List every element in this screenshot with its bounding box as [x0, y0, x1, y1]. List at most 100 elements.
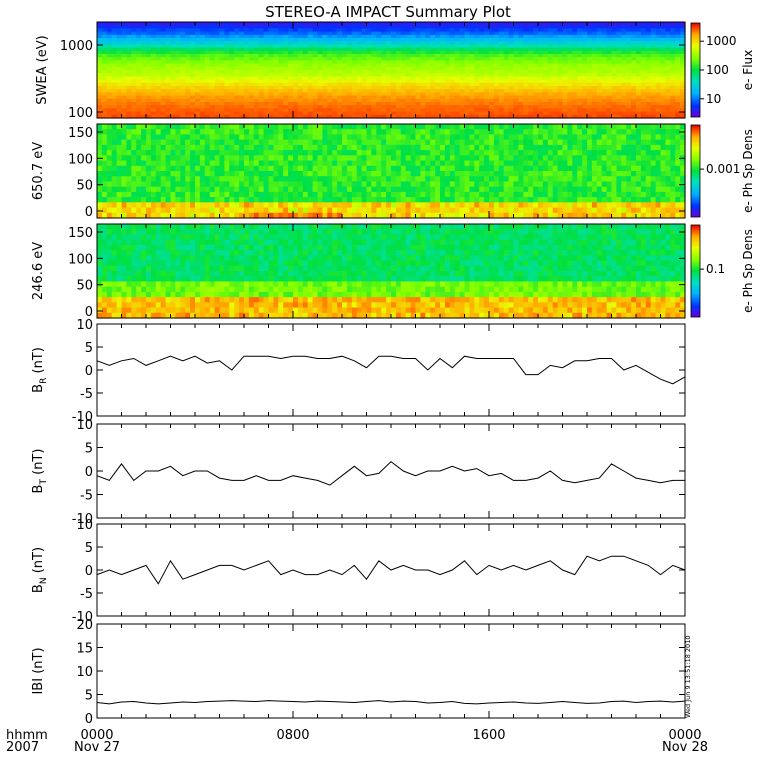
heatmap-cell [175, 176, 181, 182]
heatmap-cell [391, 161, 397, 167]
heatmap-cell [465, 155, 471, 161]
heatmap-cell [474, 166, 480, 172]
heatmap-cell [342, 140, 348, 146]
heatmap-cell [494, 155, 500, 161]
heatmap-cell [489, 176, 495, 182]
heatmap-cell [665, 140, 671, 146]
heatmap-cell [533, 129, 539, 135]
heatmap-cell [185, 161, 191, 167]
heatmap-cell [641, 134, 647, 140]
heatmap-cell [582, 166, 588, 172]
heatmap-cell [548, 145, 554, 151]
heatmap-cell [445, 124, 451, 130]
heatmap-cell [391, 134, 397, 140]
heatmap-cell [401, 124, 407, 130]
heatmap-cell [543, 140, 549, 146]
heatmap-cell [465, 124, 471, 130]
heatmap-cell [612, 150, 618, 156]
heatmap-cell [249, 140, 255, 146]
heatmap-cell [396, 155, 402, 161]
heatmap-cell [455, 140, 461, 146]
heatmap-cell [367, 145, 373, 151]
heatmap-cell [205, 134, 211, 140]
heatmap-cell [327, 134, 333, 140]
heatmap-cell [582, 134, 588, 140]
heatmap-cell [391, 129, 397, 135]
heatmap-cell [445, 150, 451, 156]
heatmap-cell [460, 150, 466, 156]
heatmap-cell [577, 155, 583, 161]
heatmap-cell [675, 124, 681, 130]
heatmap-cell [117, 150, 123, 156]
heatmap-cell [122, 140, 128, 146]
heatmap-cell [670, 140, 676, 146]
heatmap-cell [528, 176, 534, 182]
heatmap-cell [558, 134, 564, 140]
heatmap-cell [352, 150, 358, 156]
heatmap-cell [362, 161, 368, 167]
heatmap-cell [171, 166, 177, 172]
heatmap-cell [435, 176, 441, 182]
heatmap-cell [396, 150, 402, 156]
heatmap-cell [259, 134, 265, 140]
heatmap-cell [567, 161, 573, 167]
heatmap-cell [518, 166, 524, 172]
heatmap-cell [553, 150, 559, 156]
heatmap-cell [205, 166, 211, 172]
heatmap-cell [303, 134, 309, 140]
heatmap-cell [626, 176, 632, 182]
heatmap-cell [509, 155, 514, 161]
heatmap-cell [386, 129, 392, 135]
heatmap-cell [362, 134, 368, 140]
heatmap-cell [332, 166, 338, 172]
heatmap-cell [514, 161, 520, 167]
heatmap-cell [636, 166, 642, 172]
heatmap-cell [455, 145, 461, 151]
heatmap-cell [479, 134, 485, 140]
heatmap-cell [322, 140, 328, 146]
heatmap-cell [602, 150, 608, 156]
heatmap-cell [283, 161, 289, 167]
heatmap-cell [538, 150, 544, 156]
heatmap-cell [420, 129, 426, 135]
heatmap-cell [234, 124, 240, 130]
heatmap-cell [112, 134, 118, 140]
heatmap-cell [518, 145, 524, 151]
heatmap-cell [572, 134, 578, 140]
heatmap-cell [371, 129, 377, 135]
heatmap-cell [376, 166, 382, 172]
colorbar-tick-label: 10 [706, 92, 721, 106]
heatmap-cell [342, 124, 348, 130]
heatmap-cell [484, 134, 490, 140]
heatmap-cell [440, 155, 446, 161]
heatmap-cell [670, 166, 676, 172]
heatmap-cell [558, 129, 564, 135]
heatmap-cell [376, 150, 382, 156]
heatmap-cell [371, 161, 377, 167]
heatmap-cell [631, 171, 637, 177]
heatmap-cell [450, 155, 456, 161]
heatmap-cell [631, 166, 637, 172]
heatmap-cell [122, 134, 128, 140]
heatmap-cell [675, 140, 681, 146]
heatmap-cell [636, 155, 642, 161]
heatmap-cell [553, 155, 559, 161]
heatmap-cell [234, 134, 240, 140]
heatmap-cell [616, 129, 622, 135]
heatmap-cell [411, 171, 417, 177]
heatmap-cell [259, 171, 265, 177]
heatmap-cell [621, 176, 627, 182]
heatmap-cell [171, 155, 177, 161]
heatmap-cell [224, 124, 230, 130]
heatmap-cell [558, 176, 564, 182]
heatmap-cell [175, 145, 181, 151]
heatmap-cell [479, 129, 485, 135]
heatmap-cell [572, 124, 578, 130]
heatmap-cell [126, 181, 131, 187]
heatmap-cell [626, 150, 632, 156]
heatmap-cell [656, 161, 662, 167]
heatmap-cell [210, 166, 216, 172]
heatmap-cell [553, 161, 559, 167]
heatmap-cell [200, 140, 206, 146]
heatmap-cell [308, 166, 314, 172]
